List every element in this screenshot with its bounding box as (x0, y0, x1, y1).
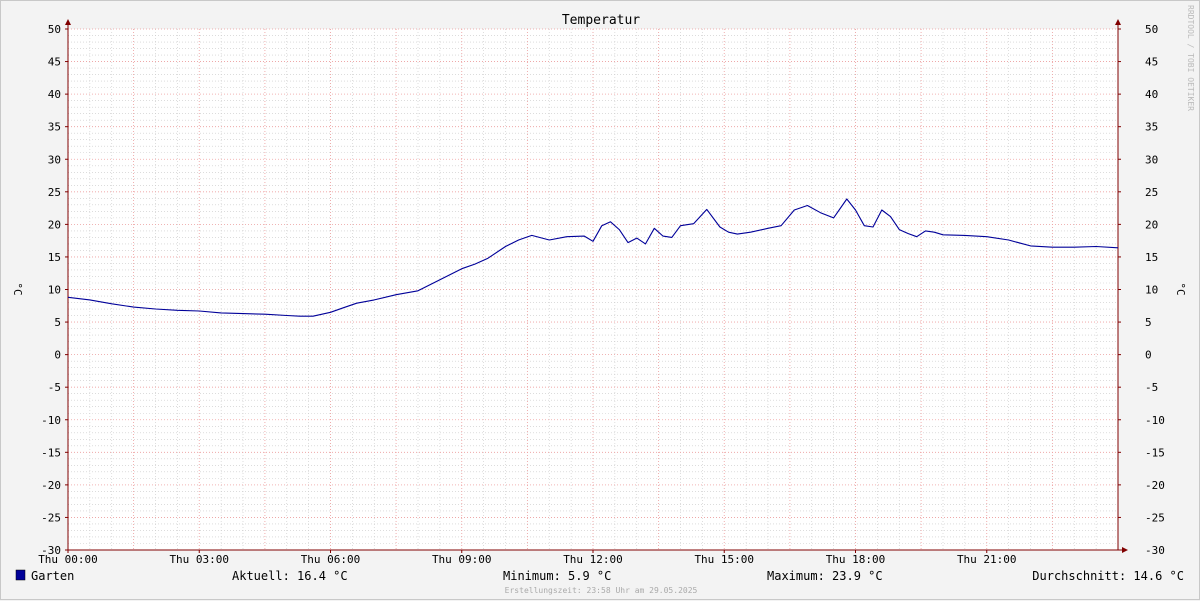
x-tick-label: Thu 06:00 (301, 553, 361, 566)
chart-title: Temperatur (562, 13, 640, 28)
y-tick-label-right: 0 (1145, 349, 1152, 362)
y-tick-label-left: 25 (48, 186, 61, 199)
y-tick-label-left: 30 (48, 153, 61, 166)
y-tick-label-left: 10 (48, 284, 61, 297)
x-tick-label: Thu 00:00 (38, 553, 98, 566)
y-tick-label-right: 20 (1145, 218, 1158, 231)
y-tick-label-left: 20 (48, 218, 61, 231)
x-tick-label: Thu 15:00 (694, 553, 754, 566)
legend-swatch (15, 569, 26, 581)
y-tick-label-left: 50 (48, 23, 61, 36)
y-tick-label-left: -15 (41, 446, 61, 459)
y-tick-label-right: -30 (1145, 544, 1165, 557)
y-tick-label-right: 25 (1145, 186, 1158, 199)
y-tick-label-left: -10 (41, 414, 61, 427)
y-tick-label-left: 5 (54, 316, 61, 329)
series-line-garten (67, 198, 1119, 317)
x-tick-label: Thu 21:00 (957, 553, 1017, 566)
x-tick-label: Thu 03:00 (169, 553, 229, 566)
y-tick-label-right: 5 (1145, 316, 1152, 329)
y-axis-label-left: °C (11, 282, 24, 295)
y-tick-label-right: 10 (1145, 284, 1158, 297)
y-tick-label-right: -10 (1145, 414, 1165, 427)
y-tick-label-right: -25 (1145, 511, 1165, 524)
y-axis-arrow-left (65, 19, 71, 25)
y-tick-label-right: -5 (1145, 381, 1158, 394)
y-axis-arrow-right (1115, 19, 1121, 25)
y-axis-label-right: °C (1174, 282, 1187, 295)
x-axis-arrow (1122, 547, 1128, 553)
axes (65, 19, 1128, 553)
x-tick-label: Thu 18:00 (826, 553, 886, 566)
x-tick-label: Thu 12:00 (563, 553, 623, 566)
creation-time: Erstellungszeit: 23:58 Uhr am 29.05.2025 (505, 586, 698, 595)
series-layer (67, 198, 1119, 317)
y-tick-label-left: -25 (41, 511, 61, 524)
y-tick-label-left: 0 (54, 349, 61, 362)
stat-average: Durchschnitt: 14.6 °C (1032, 569, 1184, 583)
y-tick-label-right: 50 (1145, 23, 1158, 36)
y-tick-label-right: 40 (1145, 88, 1158, 101)
y-tick-label-left: 15 (48, 251, 61, 264)
stat-maximum: Maximum: 23.9 °C (767, 569, 883, 583)
stat-current: Aktuell: 16.4 °C (232, 569, 348, 583)
y-tick-label-left: -5 (48, 381, 61, 394)
x-ticks: Thu 00:00 Thu 03:00 Thu 06:00 Thu 09:00 Thu … (38, 550, 1017, 566)
y-tick-label-left: 40 (48, 88, 61, 101)
legend-label-garten: Garten (31, 569, 74, 583)
y-tick-label-right: 45 (1145, 56, 1158, 69)
watermark: RRDTOOL / TOBI OETIKER (1186, 5, 1195, 111)
y-tick-label-left: 35 (48, 121, 61, 134)
y-tick-label-right: 35 (1145, 121, 1158, 134)
y-tick-label-right: -20 (1145, 479, 1165, 492)
stat-minimum: Minimum: 5.9 °C (503, 569, 611, 583)
y-tick-label-right: -15 (1145, 446, 1165, 459)
y-tick-label-left: 45 (48, 56, 61, 69)
y-tick-label-right: 30 (1145, 153, 1158, 166)
y-tick-label-left: -30 (41, 544, 61, 557)
y-tick-label-right: 15 (1145, 251, 1158, 264)
y-tick-label-left: -20 (41, 479, 61, 492)
x-tick-label: Thu 09:00 (432, 553, 492, 566)
